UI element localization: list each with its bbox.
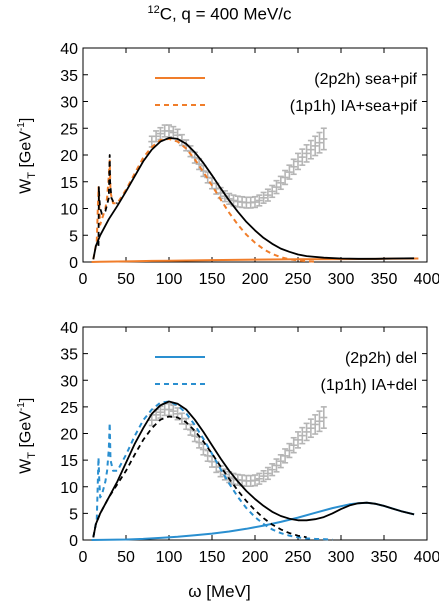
data-point: [255, 194, 263, 207]
y-tick-label: 35: [60, 68, 78, 85]
data-point: [290, 436, 298, 454]
y-tick-label: 30: [60, 373, 78, 390]
y-tick-label: 15: [60, 453, 78, 470]
y-tick-label: 30: [60, 95, 78, 112]
data-point: [307, 418, 315, 439]
y-tick-label: 5: [69, 228, 78, 245]
data-point: [281, 169, 289, 186]
data-point: [277, 453, 285, 469]
series-line-black-dashed: [97, 154, 118, 246]
data-point: [273, 179, 280, 195]
data-point: [195, 436, 203, 449]
x-tick-label: 100: [156, 271, 183, 288]
data-point: [191, 430, 199, 443]
x-tick-label: 300: [328, 271, 355, 288]
data-point: [285, 442, 293, 459]
data-point: [264, 188, 272, 202]
data-point: [307, 139, 315, 160]
legend-label: (2p2h) del: [345, 350, 417, 367]
data-point: [311, 414, 319, 435]
y-tick-label: 20: [60, 427, 78, 444]
data-point: [156, 126, 164, 141]
data-point: [273, 458, 280, 473]
x-tick-label: 400: [414, 271, 439, 288]
y-tick-label: 25: [60, 400, 78, 417]
legend-label: (1p1h) IA+sea+pif: [290, 98, 418, 115]
data-point: [255, 472, 263, 485]
data-point: [298, 426, 306, 445]
x-tick-label: 300: [328, 549, 355, 566]
data-point: [303, 144, 311, 163]
x-tick-label: 0: [79, 549, 88, 566]
x-tick-label: 350: [371, 549, 398, 566]
data-point: [285, 164, 293, 180]
x-tick-label: 200: [242, 271, 269, 288]
x-tick-label: 150: [199, 271, 226, 288]
x-tick-label: 400: [414, 549, 439, 566]
y-tick-label: 35: [60, 347, 78, 364]
x-tick-label: 250: [285, 549, 312, 566]
title-isotope-mass: 12: [147, 4, 160, 16]
data-point: [316, 131, 323, 154]
data-point: [277, 175, 285, 191]
data-point: [264, 466, 272, 481]
y-tick-label: 5: [69, 506, 78, 523]
y-tick-label: 40: [60, 41, 78, 58]
legend-label: (1p1h) IA+del: [320, 377, 417, 394]
data-point: [165, 402, 173, 417]
title-text: C, q = 400 MeV/c: [159, 4, 292, 24]
data-point: [165, 124, 173, 138]
series-line-black-solid: [92, 400, 415, 538]
data-point: [320, 406, 328, 429]
data-point: [298, 148, 306, 166]
data-point: [290, 158, 298, 176]
data-point: [281, 448, 289, 464]
data-point: [320, 127, 328, 151]
y-tick-label: 0: [69, 255, 78, 272]
x-tick-label: 350: [371, 271, 398, 288]
x-axis-label: ω [MeV]: [188, 582, 251, 601]
data-point: [260, 469, 268, 483]
series-line-black-dashed: [92, 415, 307, 539]
y-tick-label: 10: [60, 480, 78, 497]
data-point: [268, 463, 276, 477]
y-tick-label: 40: [60, 320, 78, 337]
data-point: [251, 195, 259, 209]
x-tick-label: 100: [156, 549, 183, 566]
y-tick-label: 0: [69, 533, 78, 550]
series-line--1p1h-ia-del: [92, 400, 333, 541]
data-point: [311, 135, 319, 157]
y-tick-label: 15: [60, 175, 78, 192]
y-tick-label: 25: [60, 121, 78, 138]
x-tick-label: 0: [79, 271, 88, 288]
x-tick-label: 50: [117, 549, 135, 566]
series-line-black-solid: [92, 136, 415, 260]
series-line--1p1h-ia-sea-pif: [92, 137, 316, 263]
y-tick-label: 10: [60, 202, 78, 219]
data-point: [268, 184, 276, 199]
figure-title: 12C, q = 400 MeV/c: [0, 4, 439, 25]
x-tick-label: 50: [117, 271, 135, 288]
data-point: [199, 443, 207, 456]
data-point: [251, 474, 259, 487]
data-point: [294, 431, 302, 449]
data-point: [303, 422, 311, 442]
y-tick-label: 20: [60, 148, 78, 165]
data-point: [294, 152, 302, 171]
x-tick-label: 150: [199, 549, 226, 566]
legend-label: (2p2h) sea+pif: [314, 71, 417, 88]
x-tick-label: 250: [285, 271, 312, 288]
data-point: [316, 410, 323, 433]
x-tick-label: 200: [242, 549, 269, 566]
data-point: [260, 191, 268, 204]
